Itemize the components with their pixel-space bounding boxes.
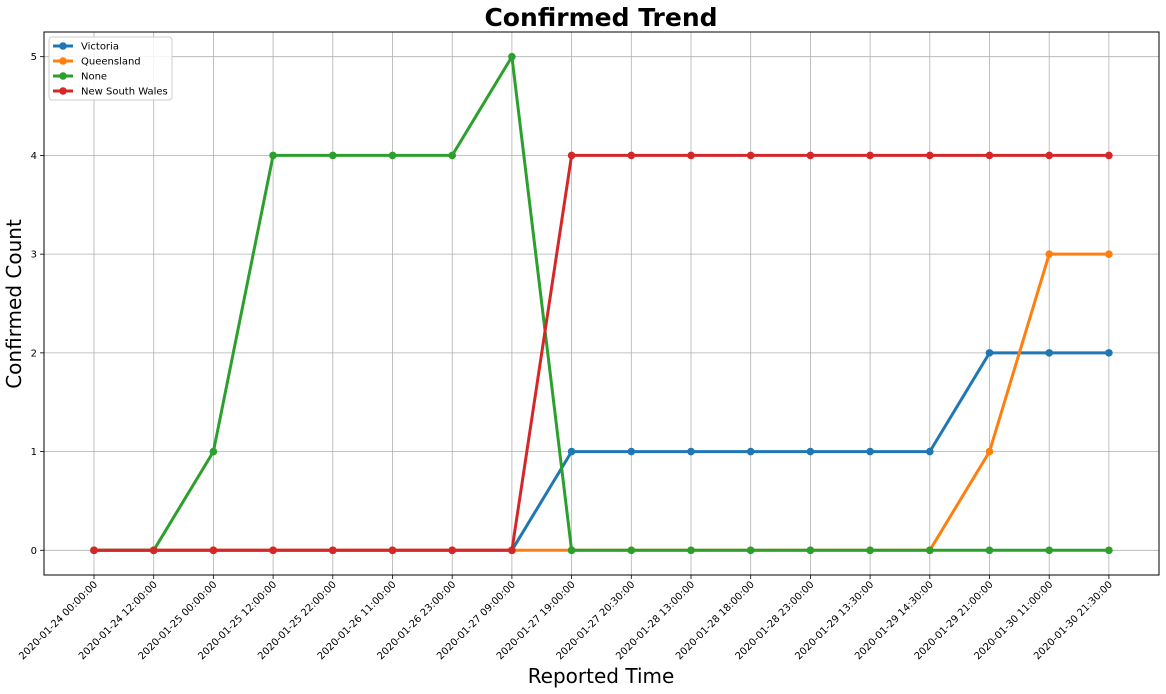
data-point-victoria	[1045, 349, 1053, 357]
data-point-new-south-wales	[866, 151, 874, 160]
legend: Victoria Queensland None New South Wales	[48, 36, 173, 101]
data-point-new-south-wales	[149, 546, 158, 555]
y-tick-label: 1	[31, 447, 37, 458]
legend-item: None	[53, 72, 107, 83]
legend-label: Queensland	[81, 57, 141, 68]
data-point-new-south-wales	[806, 151, 815, 160]
data-point-victoria	[746, 447, 755, 456]
data-point-victoria	[687, 447, 695, 456]
y-tick-label: 4	[31, 151, 37, 162]
legend-marker	[59, 87, 67, 95]
data-point-new-south-wales	[1045, 151, 1053, 160]
series-line-queensland	[94, 252, 1109, 552]
data-point-queensland	[1045, 250, 1053, 258]
data-point-new-south-wales	[687, 151, 695, 160]
data-point-none	[209, 447, 218, 456]
data-point-queensland	[1105, 250, 1113, 258]
data-point-queensland	[985, 447, 994, 456]
data-point-victoria	[1105, 349, 1113, 357]
data-point-none	[627, 546, 636, 555]
data-point-victoria	[627, 447, 636, 456]
chart-title: Confirmed Trend	[484, 3, 717, 32]
plot-frame	[43, 31, 1160, 576]
data-point-new-south-wales	[567, 151, 576, 160]
y-tick-label: 5	[31, 52, 37, 63]
legend-marker	[59, 42, 67, 50]
data-point-none	[806, 546, 815, 555]
data-point-none	[866, 546, 874, 555]
data-point-none	[746, 546, 755, 555]
series-line-new-south-wales	[94, 153, 1109, 552]
data-point-new-south-wales	[508, 546, 516, 555]
data-point-none	[329, 151, 337, 160]
legend-box	[48, 36, 173, 101]
y-tick-label: 3	[31, 250, 37, 261]
data-point-new-south-wales	[926, 151, 934, 160]
data-point-victoria	[567, 447, 576, 456]
legend-label: None	[81, 72, 107, 83]
data-point-victoria	[985, 349, 994, 357]
data-point-none	[508, 52, 516, 61]
legend-item: Victoria	[53, 42, 119, 53]
data-point-victoria	[926, 447, 934, 456]
legend-label: Victoria	[81, 42, 119, 53]
x-axis-label: Reported Time	[528, 664, 675, 688]
data-point-new-south-wales	[388, 546, 397, 555]
data-point-none	[1045, 546, 1053, 555]
gridlines	[44, 32, 1159, 575]
series-lines	[90, 52, 1113, 555]
data-point-none	[388, 151, 397, 160]
data-point-new-south-wales	[269, 546, 277, 555]
data-point-none	[448, 151, 457, 160]
data-point-victoria	[866, 447, 874, 456]
legend-marker	[59, 72, 67, 80]
data-point-new-south-wales	[1105, 151, 1113, 160]
data-point-new-south-wales	[985, 151, 994, 160]
y-tick-label: 2	[31, 348, 37, 359]
data-point-new-south-wales	[209, 546, 218, 555]
data-point-none	[985, 546, 994, 555]
data-point-new-south-wales	[746, 151, 755, 160]
series-line-none	[94, 55, 1109, 552]
legend-item: Queensland	[53, 57, 141, 68]
data-point-new-south-wales	[448, 546, 457, 555]
series-none	[90, 52, 1113, 555]
series-new-south-wales	[90, 151, 1113, 555]
data-point-none	[567, 546, 576, 555]
legend-marker	[59, 57, 67, 65]
data-point-new-south-wales	[329, 546, 337, 555]
data-point-none	[926, 546, 934, 555]
data-point-victoria	[806, 447, 815, 456]
data-point-none	[269, 151, 277, 160]
legend-label: New South Wales	[81, 87, 168, 98]
data-point-none	[1105, 546, 1113, 555]
legend-item: New South Wales	[53, 87, 168, 98]
y-axis-label: Confirmed Count	[2, 219, 26, 389]
data-point-new-south-wales	[90, 546, 98, 555]
data-point-none	[687, 546, 695, 555]
y-tick-label: 0	[31, 546, 37, 557]
data-point-new-south-wales	[627, 151, 636, 160]
